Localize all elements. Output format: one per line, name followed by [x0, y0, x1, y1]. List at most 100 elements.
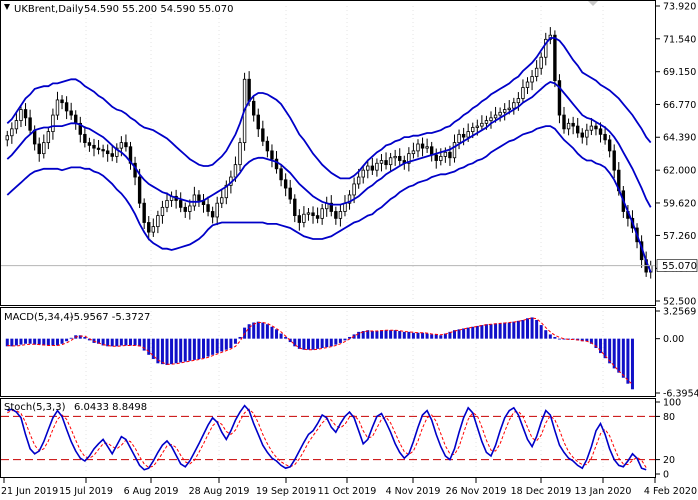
- candle-body: [5, 135, 9, 141]
- scroll-marker-icon: [588, 1, 598, 6]
- candle-body: [384, 160, 388, 166]
- candle-body: [434, 154, 438, 161]
- macd-bar: [297, 338, 301, 349]
- macd-bar: [37, 338, 41, 345]
- macd-bar: [539, 325, 543, 339]
- candle-body: [188, 205, 192, 212]
- macd-bar: [97, 338, 101, 344]
- candle-body: [544, 38, 548, 58]
- candle-body: [183, 206, 187, 212]
- candle-body: [329, 202, 333, 212]
- macd-bar: [229, 338, 233, 349]
- candle-body: [607, 139, 612, 152]
- macd-bar: [407, 331, 411, 339]
- candle-body: [352, 183, 356, 196]
- macd-bar: [343, 338, 347, 341]
- macd-bar: [69, 337, 73, 339]
- candle-body: [124, 142, 128, 148]
- macd-histogram: [5, 317, 634, 390]
- price-tick-label: 69.150: [663, 67, 696, 78]
- macd-bar: [147, 338, 151, 355]
- candle-body: [411, 150, 416, 155]
- macd-bar: [452, 330, 456, 339]
- time-tick-label: 15 Jul 2019: [59, 486, 113, 497]
- candle-body: [51, 114, 55, 133]
- time-tick-label: 4 Nov 2019: [386, 486, 441, 497]
- candle-body: [32, 129, 37, 145]
- macd-bar: [133, 338, 137, 346]
- macd-bar: [475, 325, 479, 339]
- macd-bar: [484, 324, 488, 339]
- macd-bar: [247, 324, 251, 339]
- time-tick-label: 19 Sep 2019: [256, 486, 316, 497]
- candle-body: [457, 133, 461, 144]
- macd-bar: [320, 338, 324, 349]
- stoch-grid: [85, 402, 604, 474]
- macd-bar: [284, 336, 288, 339]
- macd-bar: [599, 338, 603, 354]
- candle-body: [311, 212, 315, 217]
- candle-body: [375, 162, 379, 171]
- candle-body: [585, 129, 589, 138]
- macd-panel-frame: [0, 307, 656, 397]
- macd-bar: [60, 338, 64, 344]
- stoch-main-line: [7, 404, 647, 471]
- candle-body: [343, 202, 347, 212]
- candle-body: [530, 76, 534, 83]
- candle-body: [498, 111, 502, 116]
- candle-body: [521, 87, 525, 99]
- candle-body: [338, 211, 343, 219]
- candle-body: [484, 120, 489, 124]
- candle-body: [512, 102, 516, 109]
- macd-bar: [430, 334, 434, 339]
- macd-tick-label: -6.3954: [663, 389, 698, 400]
- candle-body: [475, 125, 480, 128]
- candle-body: [10, 128, 14, 137]
- macd-bar: [5, 338, 9, 347]
- candle-body: [270, 150, 274, 160]
- candle-body: [439, 155, 443, 161]
- macd-bar: [275, 329, 279, 339]
- macd-bar: [151, 338, 155, 360]
- candle-body: [407, 153, 411, 164]
- candle-body: [178, 200, 183, 208]
- macd-bar: [608, 338, 612, 364]
- macd-bar: [594, 338, 598, 349]
- time-tick-label: 13 Jan 2020: [575, 486, 632, 497]
- macd-bar: [512, 321, 516, 339]
- candle-body: [466, 131, 470, 138]
- candle-body: [233, 164, 238, 178]
- candle-body: [46, 131, 51, 144]
- price-tick-label: 57.260: [663, 231, 696, 242]
- macd-bar: [55, 338, 59, 346]
- bollinger-bands: [6, 37, 652, 273]
- macd-bar: [215, 338, 219, 354]
- candle-body: [115, 147, 119, 157]
- time-tick-label: 6 Aug 2019: [124, 486, 179, 497]
- macd-bar: [202, 338, 206, 359]
- macd-y-axis: 3.2569 0.00 -6.3954: [655, 307, 698, 400]
- candle-body: [598, 128, 603, 135]
- candle-body: [580, 132, 584, 138]
- candle-body: [361, 169, 365, 178]
- candle-body: [19, 109, 23, 121]
- macd-bar: [46, 338, 50, 346]
- candle-body: [74, 114, 78, 124]
- stoch-levels: [1, 415, 655, 461]
- candle-body: [60, 99, 64, 104]
- macd-tick-label: 0.00: [663, 334, 684, 345]
- ohlc-readout: 54.590 55.200 54.590 55.070: [84, 4, 234, 15]
- candle-body: [151, 226, 156, 233]
- macd-bar: [83, 336, 87, 339]
- price-tick-label: 71.540: [663, 34, 696, 45]
- macd-bar: [115, 338, 119, 347]
- macd-bar: [19, 338, 23, 345]
- macd-bar: [156, 338, 160, 364]
- candle-body: [507, 107, 511, 110]
- macd-bar: [293, 338, 297, 347]
- time-tick-label: 26 Nov 2019: [446, 486, 507, 497]
- macd-bar: [357, 331, 361, 339]
- stoch-panel: 100 80 20 0 Stoch(5,3,3) 6.0433 8.8498: [0, 398, 681, 481]
- macd-bar: [110, 338, 114, 347]
- macd-readout: -5.9567 -5.3727: [70, 312, 150, 323]
